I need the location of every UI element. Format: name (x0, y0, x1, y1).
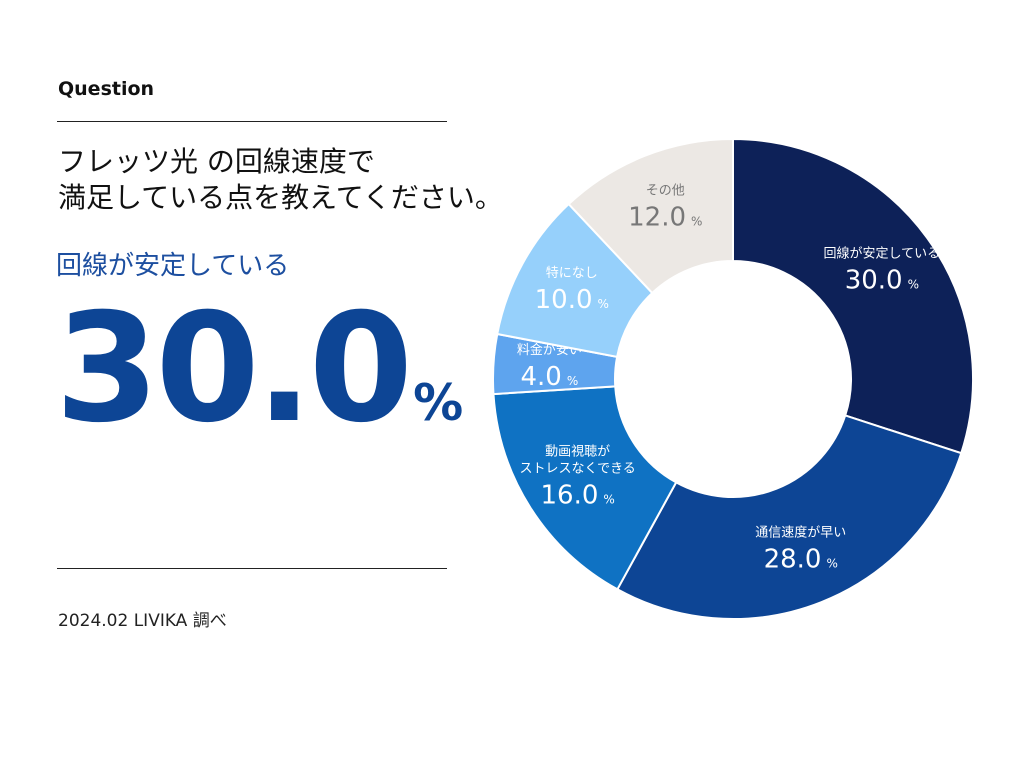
bottom-divider (57, 568, 447, 569)
slice-2-wedge (616, 414, 963, 620)
highlight-unit: % (413, 374, 464, 432)
slice-5-value: 10.0% (535, 285, 609, 315)
source-note: 2024.02 LIVIKA 調べ (58, 611, 227, 631)
slice-1-wedge (732, 137, 975, 455)
highlight-percentage: 30.0% (55, 282, 463, 456)
slice-1-value: 30.0% (845, 265, 919, 295)
slice-6-value: 12.0% (628, 202, 702, 232)
slice-4-value: 4.0% (520, 362, 578, 392)
highlight-answer-label: 回線が安定している (56, 251, 290, 281)
question-title-line-1: フレッツ光 の回線速度で (58, 145, 375, 178)
slice-2-label: 通信速度が早い (755, 525, 846, 541)
slice-6-wedge (567, 137, 734, 295)
top-divider (57, 121, 447, 122)
slice-5-label: 特になし (546, 266, 598, 281)
slice-3-label: 動画視聴が (545, 445, 610, 460)
slice-6-label: その他 (646, 183, 685, 198)
question-label: Question (58, 78, 155, 100)
question-title-line-2: 満足している点を教えてください。 (58, 181, 503, 214)
highlight-value: 30.0 (55, 282, 413, 456)
slice-3-value: 16.0% (540, 481, 614, 511)
slice-1-label: 回線が安定している (824, 245, 941, 261)
slice-3-wedge (492, 385, 678, 591)
slice-3-label: ストレスなくできる (519, 462, 635, 477)
question-title: フレッツ光 の回線速度で 満足している点を教えてください。 (58, 144, 578, 216)
slice-2-value: 28.0% (764, 545, 838, 575)
